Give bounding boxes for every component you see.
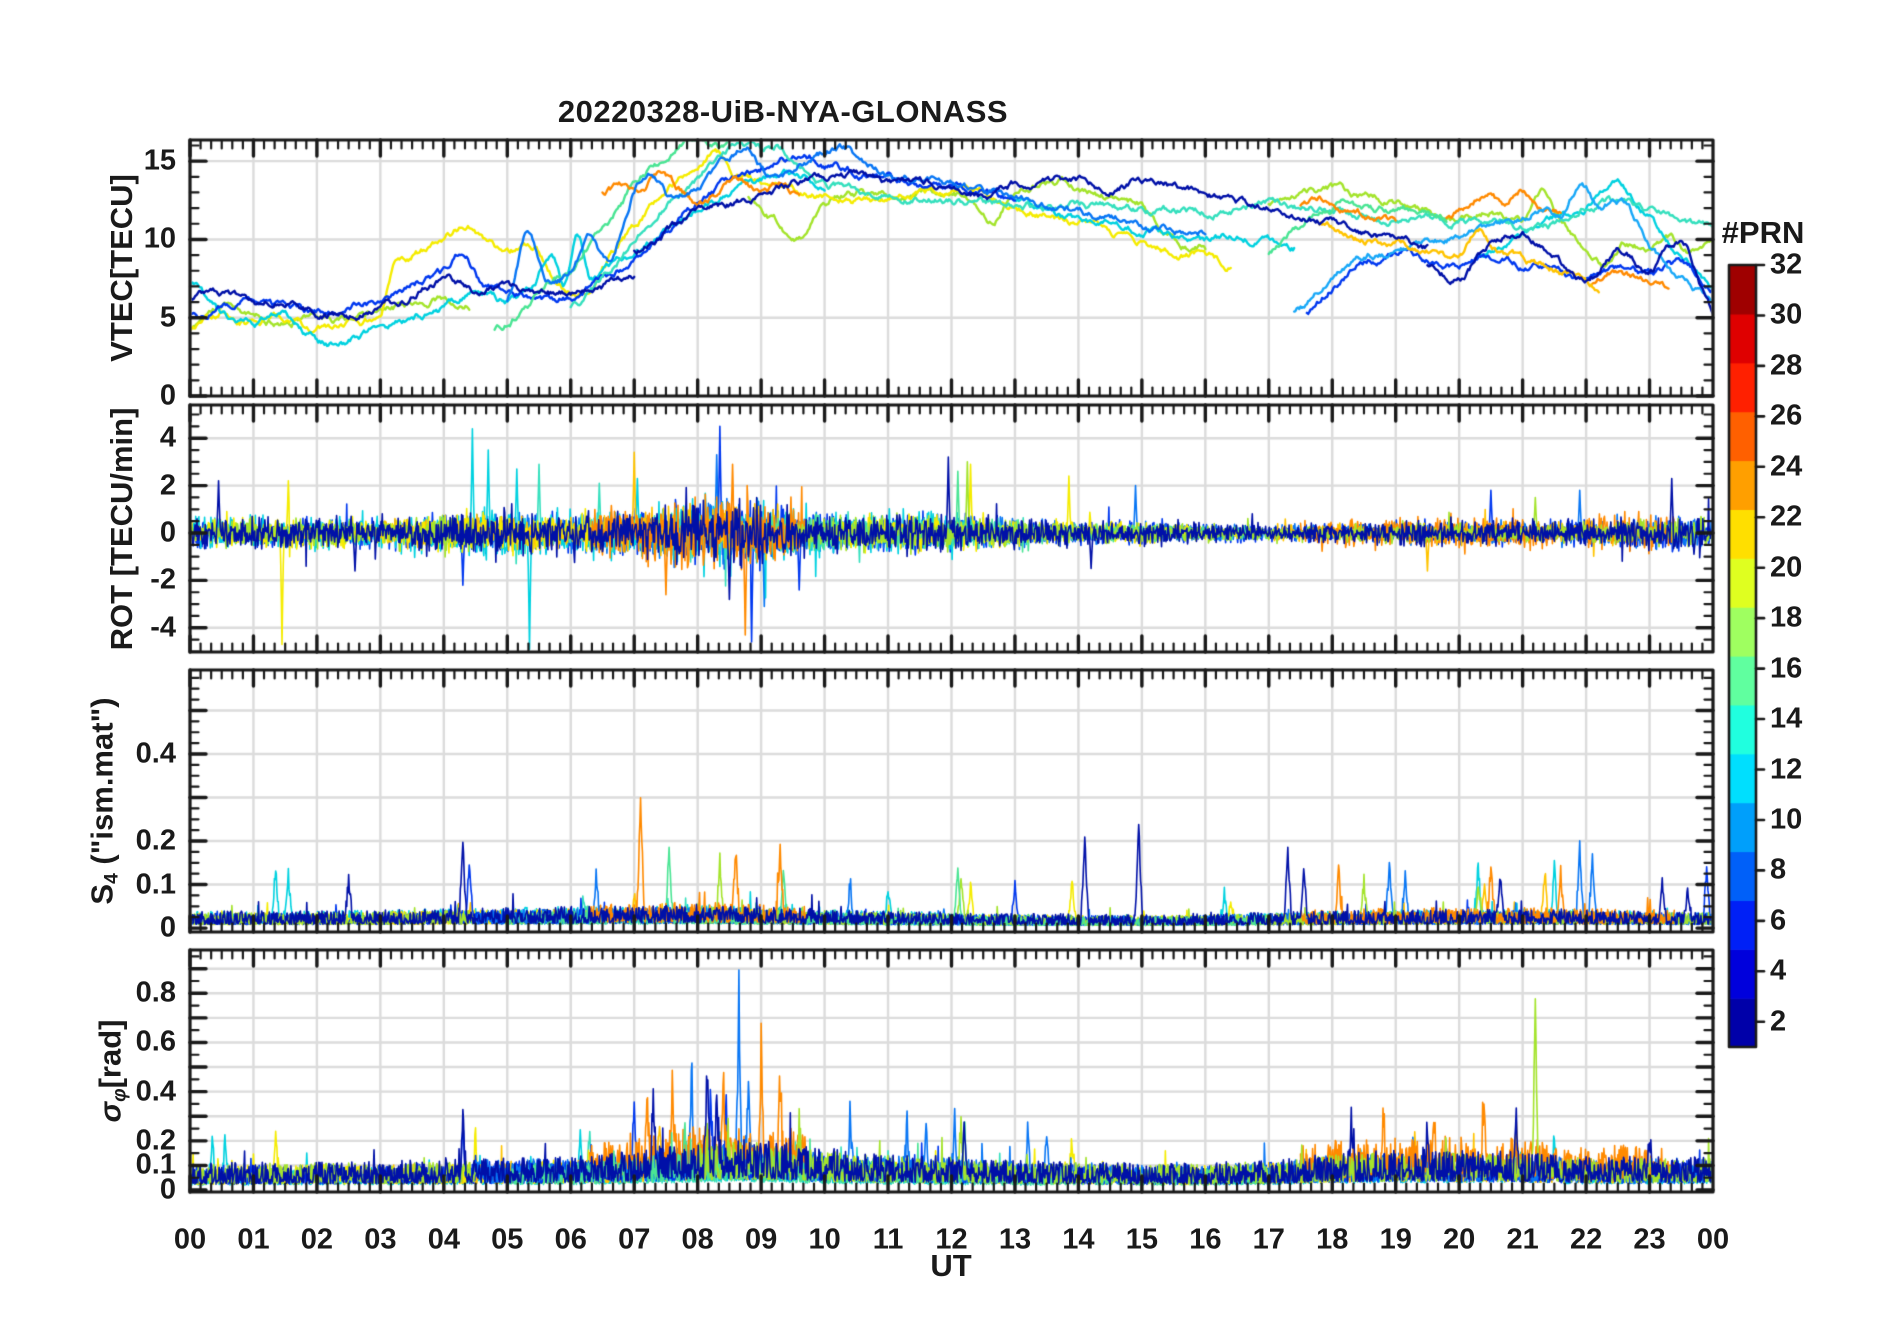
chart-canvas [0,0,1902,1330]
figure-window: 20220328-UiB-NYA-GLONASS UT #PRN 0 5 10 15 V… [0,0,1902,1330]
